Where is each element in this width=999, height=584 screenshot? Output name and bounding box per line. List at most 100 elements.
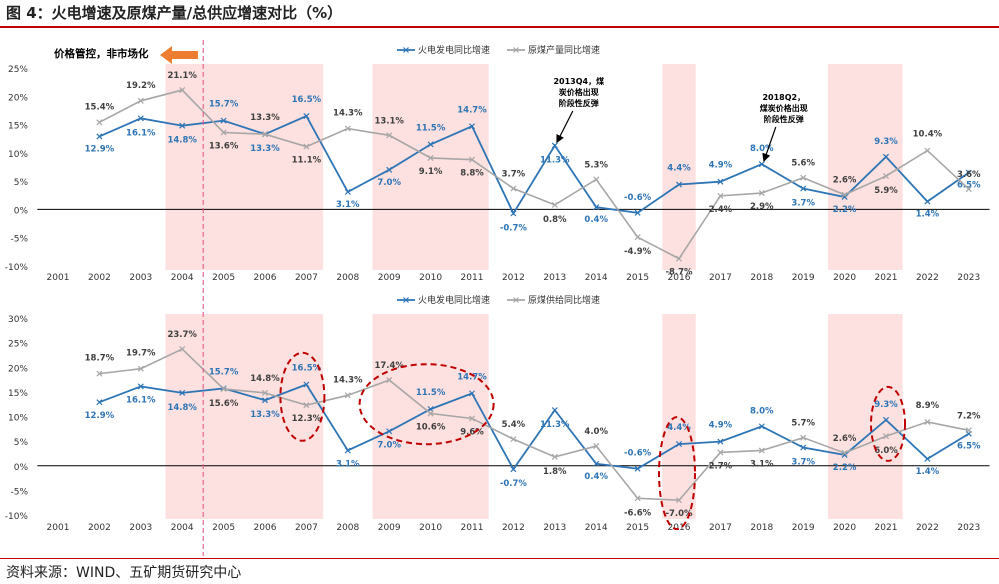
highlight-ellipse-2007 (279, 351, 326, 442)
data-label-2023: 6.5% (957, 442, 981, 452)
data-point-2005 (220, 385, 227, 392)
data-point-2014 (593, 460, 600, 467)
data-label-2011: 14.7% (457, 372, 487, 382)
x-tick-label-2013: 2013 (543, 523, 566, 533)
figure-source: 资料来源：WIND、五矿期货研究中心 (6, 565, 242, 581)
data-point-2008 (344, 447, 351, 454)
data-label-2003: 16.1% (126, 395, 156, 405)
data-point-2016 (675, 497, 683, 504)
shaded-period-2009-2011 (372, 64, 489, 270)
data-label-2022: 8.9% (916, 401, 940, 411)
annotation-text-2013: 阶段性反弹 (559, 98, 599, 108)
x-tick-label-2004: 2004 (171, 273, 194, 283)
x-tick-label-2011: 2011 (461, 273, 484, 283)
x-tick-label-2020: 2020 (833, 523, 856, 533)
series-line-coal (99, 348, 969, 502)
y-tick-label: 25% (8, 65, 28, 75)
data-point-2006 (261, 397, 269, 404)
x-tick-label-2017: 2017 (709, 273, 732, 283)
data-label-2017: 2.4% (709, 205, 733, 215)
data-label-2007: 16.5% (292, 363, 322, 373)
shaded-period-2016-2016 (662, 314, 696, 519)
data-point-2007 (303, 402, 310, 409)
data-label-2010: 9.1% (419, 167, 443, 177)
x-tick-label-2013: 2013 (543, 273, 566, 283)
data-label-2016: -7.0% (665, 509, 693, 519)
data-label-2010: 10.6% (416, 423, 446, 433)
y-tick-label: 0% (14, 463, 29, 473)
series-line-coal (99, 89, 970, 260)
data-label-2003: 19.7% (126, 349, 156, 359)
data-point-2022 (924, 418, 931, 425)
data-label-2013: 0.8% (543, 215, 567, 225)
data-point-2011 (468, 390, 476, 397)
data-point-2013 (551, 142, 558, 149)
data-label-2002: 12.9% (85, 144, 115, 154)
data-point-2020 (841, 451, 848, 458)
data-label-2022: 10.4% (913, 130, 943, 140)
x-tick-label-2023: 2023 (957, 273, 980, 283)
y-tick-label: 10% (8, 150, 28, 160)
data-point-2015 (634, 495, 641, 502)
legend-label: 火电发电同比增速 (418, 294, 490, 306)
data-point-2011 (468, 123, 476, 130)
data-point-2010 (427, 141, 434, 148)
x-tick-label-2010: 2010 (419, 523, 442, 533)
y-tick-label: -5% (10, 235, 28, 245)
x-tick-label-2016: 2016 (668, 523, 691, 533)
data-point-2014 (593, 443, 600, 450)
data-label-2020: 2.6% (833, 176, 857, 186)
data-label-2005: 13.6% (209, 141, 239, 151)
data-label-2018: 8.0% (750, 144, 774, 154)
data-label-2014: 4.0% (584, 427, 608, 437)
data-point-2007 (303, 143, 310, 150)
x-tick-label-2005: 2005 (212, 273, 235, 283)
shaded-period-2016-2016 (662, 64, 696, 270)
data-label-2012: 5.4% (502, 420, 526, 430)
annotation-arrow-2013 (556, 110, 574, 144)
data-point-2006 (261, 389, 269, 396)
data-label-2007: 11.1% (292, 156, 322, 166)
data-label-2002: 18.7% (85, 354, 115, 364)
data-point-2007 (303, 113, 310, 120)
data-label-2008: 14.3% (333, 109, 363, 119)
data-point-2013 (551, 453, 558, 460)
annotation-text-2018: 阶段性反弹 (764, 114, 804, 124)
y-tick-label: 15% (8, 122, 28, 132)
data-point-2011 (468, 156, 476, 163)
y-tick-label: 15% (8, 389, 28, 399)
data-point-2017 (717, 192, 724, 199)
y-tick-label: 20% (8, 93, 28, 103)
data-point-2020 (841, 449, 848, 456)
data-label-2015: -6.6% (624, 508, 652, 518)
data-point-2011 (468, 415, 476, 422)
y-tick-label: -10% (5, 263, 29, 273)
data-label-2010: 11.5% (416, 123, 446, 133)
data-label-2016: 4.4% (667, 164, 691, 174)
x-tick-label-2002: 2002 (88, 523, 111, 533)
data-label-2010: 11.5% (416, 388, 446, 398)
data-label-2008: 3.1% (336, 459, 360, 469)
x-tick-label-2008: 2008 (336, 273, 359, 283)
shaded-period-2004-2007 (165, 64, 324, 270)
data-point-2016 (675, 441, 683, 448)
data-point-2004 (179, 389, 186, 396)
data-label-2003: 19.2% (126, 81, 156, 91)
data-label-2009: 7.0% (377, 440, 401, 450)
data-point-2009 (386, 428, 393, 435)
data-point-2008 (344, 392, 351, 399)
y-tick-label: 0% (14, 206, 29, 216)
x-tick-label-2012: 2012 (502, 273, 525, 283)
x-tick-label-2020: 2020 (833, 273, 856, 283)
data-label-2023: 3.6% (957, 170, 981, 180)
data-label-2007: 12.3% (292, 414, 322, 424)
data-point-2003 (137, 115, 144, 122)
highlight-ellipse-2009 (358, 363, 495, 446)
data-point-2005 (220, 129, 227, 136)
x-tick-label-2007: 2007 (295, 523, 318, 533)
x-tick-label-2005: 2005 (212, 523, 235, 533)
data-label-2019: 3.7% (791, 198, 815, 208)
data-point-2012 (510, 210, 517, 217)
highlight-ellipse-2016 (658, 416, 696, 531)
data-point-2019 (800, 434, 807, 441)
